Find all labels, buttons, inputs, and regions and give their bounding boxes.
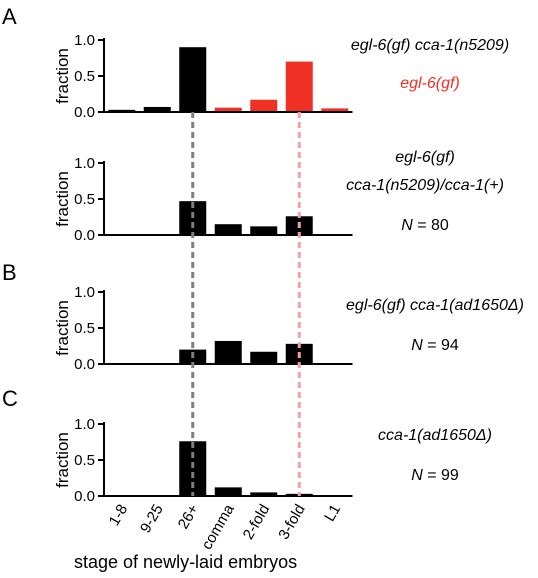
bar-comma — [214, 487, 242, 496]
x-tick-label: 26+ — [175, 501, 203, 532]
y-tick-label: 0.5 — [74, 68, 95, 85]
sample-size: N = 80 — [401, 217, 449, 234]
panel-letter: C — [2, 386, 18, 411]
bar-9-25 — [143, 106, 171, 112]
y-axis-label: fraction — [53, 48, 72, 104]
bar-L1 — [321, 108, 349, 112]
bar-2-fold — [250, 351, 278, 364]
y-tick-label: 0.0 — [74, 227, 95, 244]
legend-entry: egl-6(gf) — [400, 75, 460, 92]
legend-entry: egl-6(gf) cca-1(ad1650Δ) — [346, 297, 524, 314]
bar-comma — [214, 340, 242, 364]
bar-1-8 — [108, 109, 136, 112]
legend-entry: cca-1(ad1650Δ) — [378, 427, 492, 444]
bar-comma — [214, 224, 242, 235]
bar-26+ — [179, 47, 207, 113]
panel-letter: B — [2, 260, 17, 285]
x-tick-label: 9-25 — [137, 502, 167, 537]
x-tick-label: L1 — [321, 502, 344, 525]
y-tick-label: 0.5 — [74, 320, 95, 337]
x-tick-label: 1-8 — [106, 502, 132, 529]
x-tick-label: 3-fold — [275, 502, 308, 543]
sample-size: N = 94 — [411, 337, 459, 354]
bar-2-fold — [250, 99, 278, 112]
legend-entry: egl-6(gf) — [395, 149, 455, 166]
y-tick-label: 1.0 — [74, 155, 95, 172]
x-tick-label: comma — [198, 501, 238, 553]
bar-comma — [214, 107, 242, 112]
y-axis-label: fraction — [53, 432, 72, 488]
panel-letter: A — [2, 4, 17, 29]
y-tick-label: 1.0 — [74, 284, 95, 301]
y-tick-label: 0.0 — [74, 488, 95, 505]
y-tick-label: 1.0 — [74, 416, 95, 433]
bar-2-fold — [250, 226, 278, 235]
y-axis-label: fraction — [53, 300, 72, 356]
y-axis-label: fraction — [53, 171, 72, 227]
legend-entry: egl-6(gf) cca-1(n5209) — [350, 37, 510, 54]
sample-size: N = 99 — [411, 467, 459, 484]
x-axis-label: stage of newly-laid embryos — [74, 552, 298, 572]
y-tick-label: 0.0 — [74, 104, 95, 121]
y-tick-label: 0.5 — [74, 452, 95, 469]
x-tick-label: 2-fold — [240, 502, 273, 543]
y-tick-label: 0.5 — [74, 191, 95, 208]
legend-entry: cca-1(n5209)/cca-1(+) — [346, 177, 504, 194]
bar-3-fold — [285, 61, 313, 112]
y-tick-label: 0.0 — [74, 356, 95, 373]
y-tick-label: 1.0 — [74, 32, 95, 49]
bar-2-fold — [250, 492, 278, 496]
